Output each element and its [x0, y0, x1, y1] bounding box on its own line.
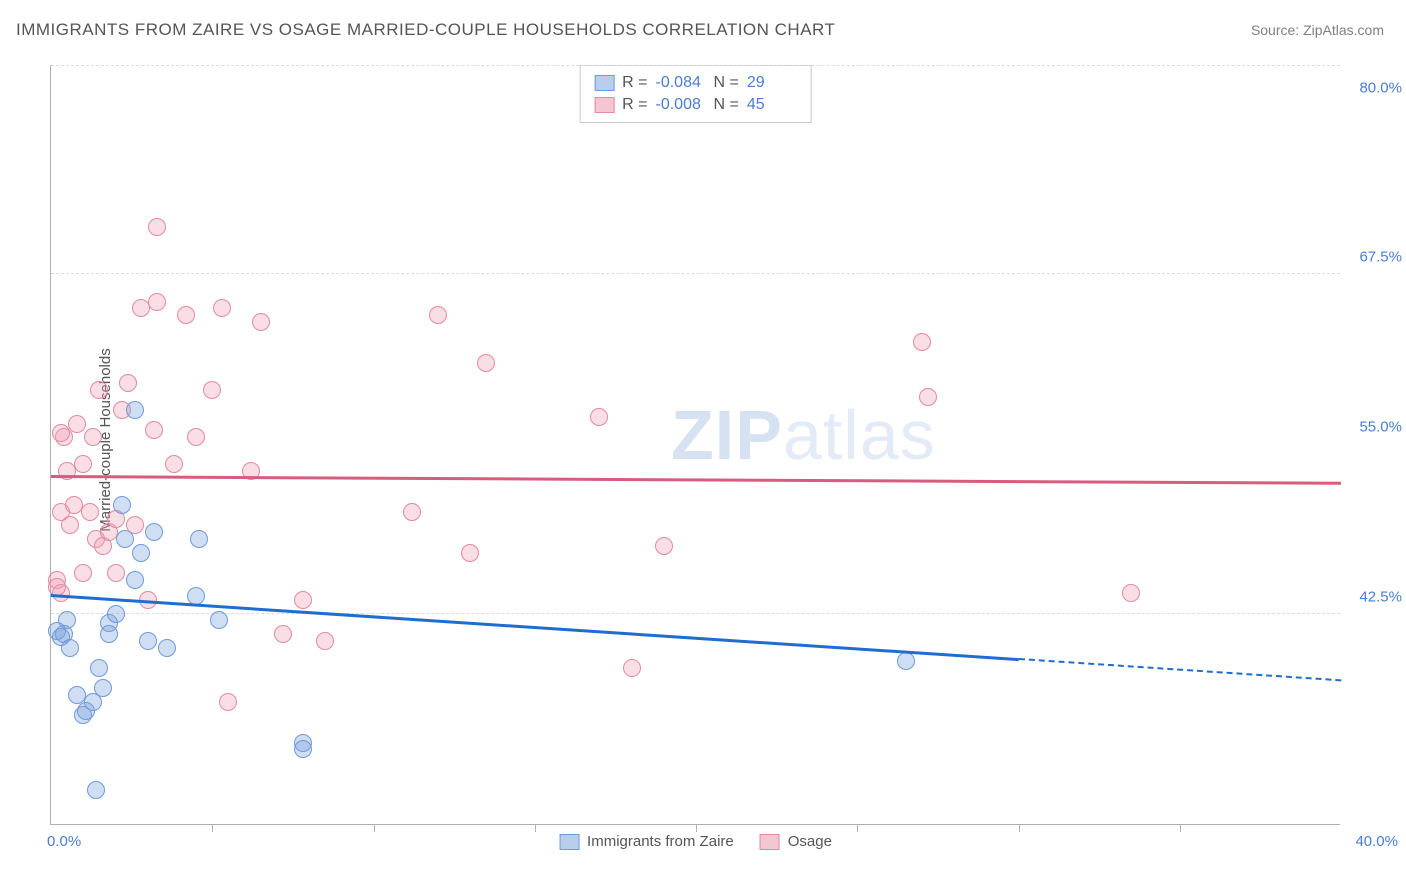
data-point — [126, 571, 144, 589]
data-point — [148, 218, 166, 236]
data-point — [252, 313, 270, 331]
y-tick-label: 42.5% — [1359, 588, 1402, 605]
y-tick-label: 55.0% — [1359, 419, 1402, 436]
trend-line — [51, 475, 1341, 484]
data-point — [132, 544, 150, 562]
x-tick — [212, 824, 213, 832]
legend-swatch-1 — [760, 834, 780, 850]
data-point — [113, 496, 131, 514]
data-point — [61, 516, 79, 534]
data-point — [274, 625, 292, 643]
data-point — [126, 401, 144, 419]
x-tick — [535, 824, 536, 832]
data-point — [48, 578, 66, 596]
data-point — [107, 564, 125, 582]
data-point — [139, 632, 157, 650]
data-point — [148, 293, 166, 311]
stats-row-1: R = -0.008 N = 45 — [594, 94, 797, 116]
x-tick-label: 40.0% — [1355, 833, 1398, 850]
data-point — [68, 415, 86, 433]
data-point — [177, 306, 195, 324]
n-label-0: N = — [714, 74, 739, 92]
plot-area: ZIPatlas R = -0.084 N = 29 R = -0.008 N … — [50, 65, 1340, 825]
x-tick — [374, 824, 375, 832]
data-point — [1122, 584, 1140, 602]
data-point — [119, 374, 137, 392]
x-tick — [1180, 824, 1181, 832]
data-point — [623, 659, 641, 677]
bottom-legend: Immigrants from Zaire Osage — [559, 833, 832, 850]
data-point — [84, 428, 102, 446]
x-tick — [857, 824, 858, 832]
data-point — [190, 530, 208, 548]
trend-line — [51, 594, 1019, 661]
chart-container: IMMIGRANTS FROM ZAIRE VS OSAGE MARRIED-C… — [0, 0, 1406, 892]
x-tick — [696, 824, 697, 832]
data-point — [90, 381, 108, 399]
data-point — [90, 659, 108, 677]
data-point — [294, 740, 312, 758]
y-tick-label: 80.0% — [1359, 79, 1402, 96]
data-point — [81, 503, 99, 521]
swatch-1 — [594, 97, 614, 113]
legend-item-1: Osage — [760, 833, 832, 850]
data-point — [74, 455, 92, 473]
x-tick — [1019, 824, 1020, 832]
data-point — [100, 625, 118, 643]
gridline — [51, 613, 1340, 614]
n-label-1: N = — [714, 96, 739, 114]
gridline — [51, 273, 1340, 274]
watermark: ZIPatlas — [671, 395, 936, 475]
data-point — [74, 564, 92, 582]
data-point — [203, 381, 221, 399]
data-point — [145, 523, 163, 541]
watermark-atlas: atlas — [783, 396, 936, 474]
data-point — [165, 455, 183, 473]
legend-label-1: Osage — [788, 833, 832, 850]
data-point — [294, 591, 312, 609]
n-value-1: 45 — [747, 96, 797, 114]
data-point — [477, 354, 495, 372]
source-label: Source: ZipAtlas.com — [1251, 22, 1384, 38]
swatch-0 — [594, 75, 614, 91]
data-point — [655, 537, 673, 555]
r-value-0: -0.084 — [656, 74, 706, 92]
r-value-1: -0.008 — [656, 96, 706, 114]
data-point — [107, 605, 125, 623]
data-point — [210, 611, 228, 629]
data-point — [116, 530, 134, 548]
legend-item-0: Immigrants from Zaire — [559, 833, 734, 850]
x-tick-label: 0.0% — [47, 833, 81, 850]
data-point — [219, 693, 237, 711]
r-label-1: R = — [622, 96, 647, 114]
data-point — [913, 333, 931, 351]
stats-legend: R = -0.084 N = 29 R = -0.008 N = 45 — [579, 65, 812, 123]
chart-title: IMMIGRANTS FROM ZAIRE VS OSAGE MARRIED-C… — [16, 20, 835, 40]
r-label-0: R = — [622, 74, 647, 92]
data-point — [403, 503, 421, 521]
watermark-zip: ZIP — [671, 396, 783, 474]
legend-swatch-0 — [559, 834, 579, 850]
data-point — [213, 299, 231, 317]
trend-line — [1018, 658, 1341, 681]
stats-row-0: R = -0.084 N = 29 — [594, 72, 797, 94]
data-point — [94, 679, 112, 697]
data-point — [61, 639, 79, 657]
data-point — [316, 632, 334, 650]
data-point — [187, 428, 205, 446]
data-point — [87, 781, 105, 799]
data-point — [429, 306, 447, 324]
data-point — [919, 388, 937, 406]
y-tick-label: 67.5% — [1359, 249, 1402, 266]
n-value-0: 29 — [747, 74, 797, 92]
data-point — [461, 544, 479, 562]
gridline — [51, 65, 1340, 66]
legend-label-0: Immigrants from Zaire — [587, 833, 734, 850]
data-point — [145, 421, 163, 439]
data-point — [897, 652, 915, 670]
data-point — [158, 639, 176, 657]
data-point — [52, 424, 70, 442]
data-point — [590, 408, 608, 426]
